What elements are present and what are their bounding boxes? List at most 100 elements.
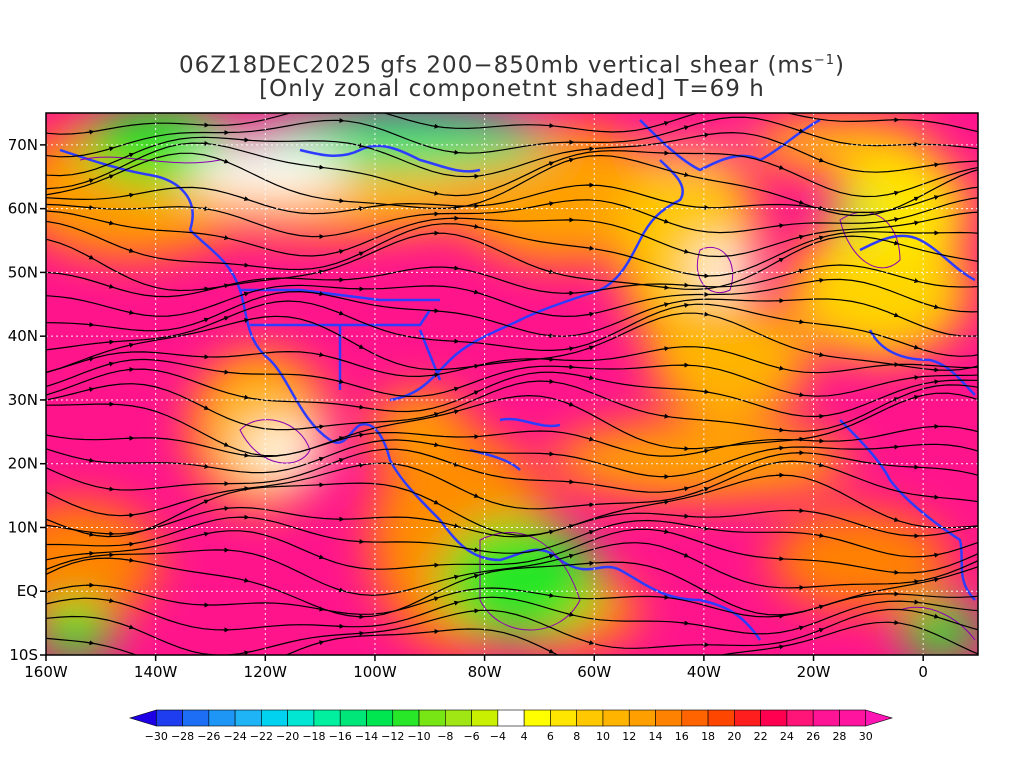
streamline <box>46 474 978 538</box>
streamline-arrow <box>775 613 785 619</box>
streamline-arrow <box>470 223 480 229</box>
colorbar-swatch <box>366 709 394 727</box>
streamline-arrow <box>680 302 690 308</box>
streamline-arrow <box>470 608 480 614</box>
lon-tick-label: 140W <box>134 663 178 681</box>
streamline <box>46 528 978 574</box>
colorbar-swatch <box>576 709 604 727</box>
streamline-arrow <box>545 553 555 559</box>
colorbar-label: 12 <box>622 730 636 743</box>
streamline-arrow <box>585 640 595 645</box>
streamline-arrow <box>450 386 460 392</box>
streamline-arrow <box>910 375 920 381</box>
streamline-arrow <box>335 587 345 593</box>
colorbar-label: −26 <box>197 730 220 743</box>
streamline-arrow <box>315 606 325 612</box>
streamline-arrow <box>545 161 555 167</box>
streamline <box>46 516 978 558</box>
streamline-arrow <box>585 345 595 351</box>
streamlines <box>46 113 978 655</box>
streamline-arrow <box>660 499 670 505</box>
streamline-arrow <box>335 310 345 316</box>
streamline-arrow <box>565 401 575 407</box>
colorbar-swatch <box>786 709 814 727</box>
streamline-arrow <box>315 424 325 430</box>
streamline-arrow <box>795 199 805 205</box>
streamline <box>46 392 978 457</box>
streamline-arrow <box>450 574 460 580</box>
lat-tick-label: 40N <box>8 327 38 345</box>
streamline-arrow <box>430 499 440 505</box>
dotted-grid <box>46 113 978 655</box>
colorbar-label: −30 <box>145 730 168 743</box>
map-area <box>46 113 978 655</box>
streamline-arrow <box>565 611 575 617</box>
streamline <box>46 346 978 378</box>
streamline-arrow <box>795 319 805 325</box>
streamline-arrow <box>85 640 95 646</box>
colorbar-swatch <box>234 709 262 727</box>
colorbar-swatch <box>812 709 840 727</box>
streamline <box>46 425 978 458</box>
streamline-arrow <box>220 158 230 164</box>
colorbar-swatch <box>602 709 630 727</box>
colorbar-swatch <box>208 709 236 727</box>
lon-tick-label: 60W <box>577 663 611 681</box>
streamline-arrow <box>315 640 325 646</box>
streamline-arrow <box>910 278 920 284</box>
streamline <box>46 584 978 618</box>
streamline-arrow <box>470 390 480 396</box>
streamline-arrow <box>775 445 785 451</box>
streamline-arrow <box>890 240 900 246</box>
lat-tick-label: 20N <box>8 455 38 473</box>
colorbar-label: 10 <box>596 730 610 743</box>
streamline-arrow <box>890 312 900 318</box>
colorbar-label: 20 <box>727 730 741 743</box>
lat-tick-label: 30N <box>8 391 38 409</box>
colorbar-swatch <box>707 709 735 727</box>
streamline-arrow <box>680 486 690 492</box>
streamline-arrow <box>815 277 825 283</box>
colorbar-swatch <box>182 709 210 727</box>
streamline <box>46 448 978 493</box>
colorbar-swatch <box>392 709 420 727</box>
colorbar-swatch <box>497 709 525 727</box>
streamline-arrow <box>105 174 115 180</box>
streamline-arrow <box>660 346 670 352</box>
streamline-arrow <box>355 343 365 349</box>
streamline-arrow <box>315 352 325 357</box>
streamline <box>46 113 978 135</box>
colorbar-arrow-left <box>128 709 157 727</box>
lon-tick-label: 120W <box>244 663 288 681</box>
lat-tick-label: 50N <box>8 263 38 281</box>
streamline-arrow <box>200 499 210 505</box>
streamline-arrow <box>795 128 805 134</box>
streamline-arrow <box>660 121 670 126</box>
streamline-arrow <box>240 262 250 268</box>
streamline-arrow <box>700 389 710 395</box>
streamline <box>46 210 978 258</box>
streamline-arrow <box>105 598 115 603</box>
streamline-arrow <box>565 157 575 163</box>
streamline-arrow <box>240 650 250 655</box>
streamline-arrow <box>430 629 440 635</box>
colorbar-swatch <box>681 709 709 727</box>
streamline-arrow <box>585 436 595 442</box>
streamline <box>46 621 978 655</box>
lon-tick-label: 100W <box>353 663 397 681</box>
streamline-arrow <box>545 648 555 654</box>
streamline-arrow <box>910 599 920 605</box>
streamline-arrow <box>240 452 250 458</box>
streamline-arrow <box>585 375 595 381</box>
colorbar-swatch <box>313 709 341 727</box>
streamline-arrow <box>585 146 595 152</box>
streamline-arrow <box>890 444 900 450</box>
streamline-arrow <box>450 600 460 606</box>
streamline-arrow <box>795 268 805 274</box>
streamline-arrow <box>910 344 920 350</box>
streamline-arrow <box>585 311 595 317</box>
streamline-arrow <box>240 394 250 400</box>
colorbar-swatch <box>261 709 288 727</box>
streamline-arrow <box>565 553 575 559</box>
